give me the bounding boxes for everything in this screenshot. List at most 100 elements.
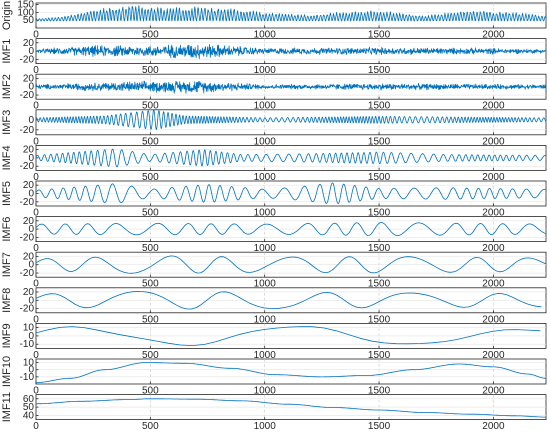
series-line-imf9	[35, 326, 541, 346]
x-tick-label: 500	[142, 136, 159, 147]
y-tick-label: 20	[23, 38, 35, 49]
x-tick-label: 0	[33, 30, 39, 41]
x-tick-label: 1000	[254, 314, 277, 325]
y-tick-label: 20	[23, 145, 35, 156]
y-tick-label: 0	[28, 365, 34, 376]
x-tick-label: 2000	[482, 421, 505, 432]
x-tick-label: 1000	[254, 386, 277, 397]
y-tick-label: 20	[23, 180, 35, 191]
x-tick-label: 500	[142, 30, 159, 41]
x-tick-label: 500	[142, 172, 159, 183]
y-tick-label: 20	[23, 216, 35, 227]
x-tick-label: 1000	[254, 350, 277, 361]
y-tick-label: 0	[28, 189, 34, 200]
x-tick-label: 0	[33, 314, 39, 325]
x-tick-label: 1000	[254, 30, 277, 41]
x-tick-label: 1500	[368, 172, 391, 183]
x-tick-label: 1500	[368, 101, 391, 112]
y-tick-label: 0	[28, 153, 34, 164]
y-tick-label: 0	[28, 224, 34, 235]
y-tick-label: -20	[20, 197, 35, 208]
x-tick-label: 2000	[482, 136, 505, 147]
x-tick-label: 1500	[368, 243, 391, 254]
y-tick-label: -20	[20, 232, 35, 243]
x-tick-label: 2000	[482, 279, 505, 290]
x-tick-label: 2000	[482, 243, 505, 254]
y-axis-label: IMF10	[1, 356, 13, 387]
panel-imf3: 0 500 1000 1500 2000 -200 IMF3	[1, 109, 547, 147]
x-tick-label: 2000	[482, 172, 505, 183]
y-axis-label: Origin	[1, 1, 13, 30]
y-axis-label: IMF5	[1, 181, 13, 206]
x-tick-label: 1500	[368, 421, 391, 432]
y-tick-label: 150	[17, 0, 34, 11]
x-tick-label: 1500	[368, 65, 391, 76]
y-tick-label: 0	[28, 46, 34, 57]
x-tick-label: 1000	[254, 101, 277, 112]
y-tick-label: 40	[23, 410, 35, 421]
y-axis-label: IMF8	[1, 288, 13, 313]
x-tick-label: 500	[142, 208, 159, 219]
x-tick-label: 2000	[482, 101, 505, 112]
series-line-origin	[35, 5, 547, 22]
x-tick-label: 0	[33, 421, 39, 432]
y-tick-label: 50	[23, 15, 35, 26]
y-axis-label: IMF11	[1, 392, 13, 422]
x-tick-label: 500	[142, 350, 159, 361]
series-line-imf6	[35, 222, 546, 236]
x-tick-label: 0	[33, 208, 39, 219]
x-tick-label: 1000	[254, 208, 277, 219]
x-tick-label: 1000	[254, 421, 277, 432]
series-line-imf7	[35, 255, 546, 274]
y-tick-label: 10	[23, 358, 35, 369]
x-tick-label: 0	[33, 172, 39, 183]
y-axis-label: IMF6	[1, 217, 13, 242]
x-tick-label: 0	[33, 386, 39, 397]
y-tick-label: -20	[20, 268, 35, 279]
y-tick-label: 0	[28, 82, 34, 93]
y-tick-label: -20	[20, 90, 35, 101]
series-line-imf1	[35, 44, 547, 60]
x-tick-label: 500	[142, 101, 159, 112]
y-axis-label: IMF3	[1, 110, 13, 135]
y-tick-label: -20	[20, 125, 35, 136]
y-tick-label: 0	[28, 260, 34, 271]
x-tick-label: 500	[142, 279, 159, 290]
series-line-imf8	[35, 291, 542, 310]
x-tick-label: 1500	[368, 279, 391, 290]
y-tick-label: 0	[28, 331, 34, 342]
series-line-imf4	[35, 148, 547, 168]
x-tick-label: 0	[33, 350, 39, 361]
x-tick-label: 0	[33, 101, 39, 112]
x-tick-label: 1500	[368, 30, 391, 41]
x-tick-label: 1000	[254, 65, 277, 76]
x-tick-label: 500	[142, 421, 159, 432]
axes-box	[35, 358, 547, 385]
y-axis-label: IMF9	[1, 323, 13, 348]
y-tick-label: 0	[28, 295, 34, 306]
x-tick-label: 0	[33, 279, 39, 290]
x-tick-label: 1000	[254, 172, 277, 183]
x-tick-label: 1500	[368, 314, 391, 325]
series-line-imf5	[35, 182, 546, 204]
x-tick-label: 500	[142, 65, 159, 76]
y-tick-label: 60	[23, 394, 35, 405]
x-tick-label: 0	[33, 65, 39, 76]
y-axis-label: IMF7	[1, 252, 13, 277]
x-tick-label: 1000	[254, 243, 277, 254]
y-tick-label: 20	[23, 287, 35, 298]
series-line-imf2	[35, 80, 547, 94]
x-tick-label: 2000	[482, 30, 505, 41]
y-tick-label: 20	[23, 73, 35, 84]
y-axis-label: IMF2	[1, 74, 13, 99]
series-line-imf11	[36, 398, 546, 418]
series-line-imf10	[36, 362, 546, 383]
